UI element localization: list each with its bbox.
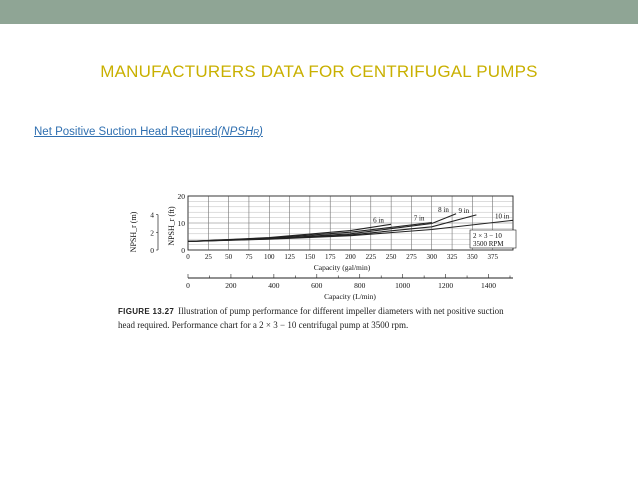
tick-label-m: 4 [150, 211, 154, 220]
tick-label-gal: 125 [284, 253, 295, 261]
tick-label-l: 1000 [395, 281, 410, 290]
figure-number: FIGURE 13.27 [118, 307, 175, 316]
curve-label: 7 in [414, 214, 425, 222]
tick-label-m: 2 [150, 228, 154, 237]
tick-label-l: 800 [354, 281, 366, 290]
subtitle-abbr-open: (NPSH [217, 126, 254, 138]
tick-label-gal: 100 [264, 253, 275, 261]
figure-caption: FIGURE 13.27 Illustration of pump perform… [118, 305, 518, 331]
subtitle-main-text: Net Positive Suction Head Required [34, 126, 218, 138]
tick-label-l: 1200 [438, 281, 453, 290]
tick-label-m: 0 [150, 246, 154, 255]
tick-label-gal: 150 [305, 253, 316, 261]
tick-label-ft: 0 [181, 246, 185, 255]
tick-label-gal: 175 [325, 253, 336, 261]
xlabel-l-min: Capacity (L/min) [324, 292, 376, 301]
curve-label: 6 in [373, 216, 384, 224]
tick-label-gal: 275 [406, 253, 417, 261]
xlabel-gal-min: Capacity (gal/min) [314, 263, 371, 272]
legend-speed: 3500 RPM [473, 240, 504, 248]
tick-label-ft: 10 [178, 219, 186, 228]
subtitle-abbr-subscript: R [253, 128, 260, 137]
ylabel-meters: NPSH_r (m) [129, 211, 138, 252]
tick-label-l: 400 [268, 281, 280, 290]
tick-label-gal: 350 [467, 253, 478, 261]
tick-label-gal: 25 [205, 253, 213, 261]
ylabel-feet: NPSH_r (ft) [167, 206, 176, 246]
tick-label-ft: 20 [178, 192, 186, 201]
tick-label-gal: 375 [487, 253, 498, 261]
tick-label-gal: 0 [186, 253, 190, 261]
slide-subtitle[interactable]: Net Positive Suction Head Required(NPSHR… [34, 126, 263, 138]
tick-label-gal: 325 [447, 253, 458, 261]
subtitle-abbr-close: ) [259, 126, 263, 138]
chart-curves: 6 in 7 in 8 in 9 in 10 in [187, 206, 514, 242]
tick-label-gal: 75 [245, 253, 253, 261]
curve-label: 8 in [438, 206, 449, 214]
tick-label-l: 200 [225, 281, 237, 290]
tick-label-gal: 200 [345, 253, 356, 261]
tick-label-l: 0 [186, 281, 190, 290]
tick-label-gal: 225 [366, 253, 377, 261]
chart-grid [187, 195, 514, 251]
tick-label-gal: 50 [225, 253, 233, 261]
legend-model: 2 × 3 − 10 [473, 232, 502, 240]
tick-label-l: 1400 [481, 281, 496, 290]
tick-label-gal: 300 [427, 253, 438, 261]
top-accent-bar [0, 0, 638, 24]
tick-label-l: 600 [311, 281, 323, 290]
curve-label: 9 in [458, 207, 469, 215]
caption-text: Illustration of pump performance for dif… [118, 306, 504, 330]
curve-label: 10 in [495, 212, 510, 220]
tick-label-gal: 250 [386, 253, 397, 261]
npsh-curve-5 [187, 219, 514, 242]
legend-box [469, 229, 517, 249]
slide-title: MANUFACTURERS DATA FOR CENTRIFUGAL PUMPS [100, 62, 538, 81]
